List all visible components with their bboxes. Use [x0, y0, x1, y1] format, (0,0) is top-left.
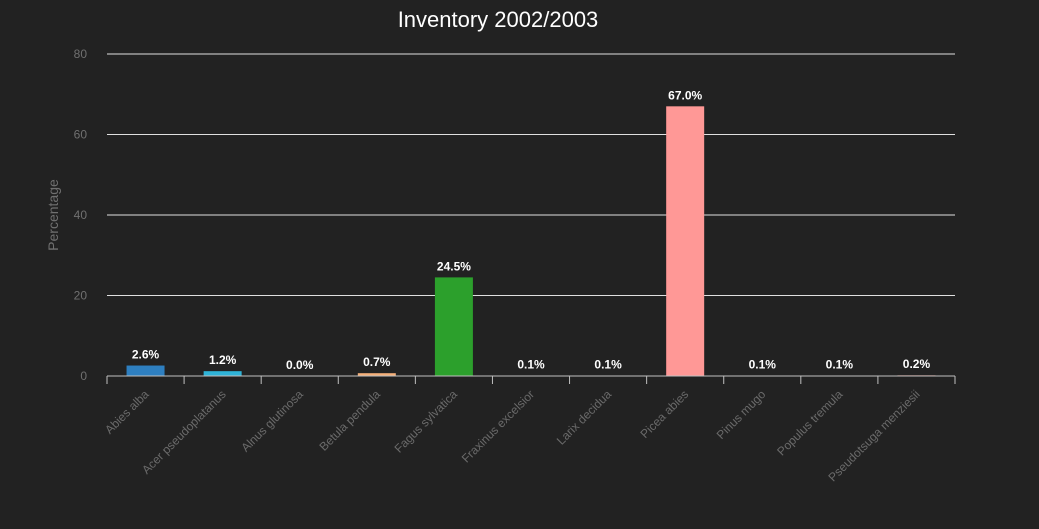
data-label: 1.2%: [209, 353, 237, 367]
y-axis-ticks: 0 20 40 60 80: [74, 47, 88, 383]
x-tick-label: Acer pseudoplatanus: [139, 387, 229, 477]
data-label: 0.7%: [363, 355, 391, 369]
data-label: 0.1%: [517, 358, 545, 372]
data-label: 0.1%: [594, 358, 622, 372]
chart-title: Inventory 2002/2003: [398, 7, 599, 32]
data-labels: 2.6% 1.2% 0.0% 0.7% 24.5% 0.1% 0.1% 67.0% 0.1% 0.…: [132, 88, 931, 372]
bars: [126, 106, 936, 376]
bar[interactable]: [434, 277, 473, 376]
data-label: 0.0%: [286, 358, 314, 372]
x-tick-label: Fraxinus excelsior: [459, 387, 537, 465]
gridlines: [107, 53, 955, 296]
data-label: 0.1%: [826, 358, 854, 372]
bar[interactable]: [203, 371, 242, 376]
y-tick-label: 20: [74, 289, 88, 303]
data-label: 0.2%: [903, 357, 931, 371]
bar[interactable]: [666, 106, 705, 376]
x-axis: [106, 375, 956, 384]
bar[interactable]: [357, 373, 396, 376]
y-tick-label: 60: [74, 128, 88, 142]
x-tick-label: Alnus glutinosa: [238, 387, 306, 455]
y-tick-label: 80: [74, 47, 88, 61]
y-tick-label: 40: [74, 208, 88, 222]
data-label: 67.0%: [668, 88, 702, 102]
y-tick-label: 0: [80, 369, 87, 383]
x-tick-label: Fagus sylvatica: [392, 387, 461, 456]
x-tick-label: Betula pendula: [316, 387, 383, 454]
data-label: 2.6%: [132, 348, 160, 362]
x-tick-label: Abies alba: [102, 387, 152, 437]
data-label: 24.5%: [437, 259, 471, 273]
y-axis-label: Percentage: [45, 179, 61, 251]
x-tick-label: Larix decidua: [554, 387, 615, 448]
x-tick-label: Populus tremula: [774, 387, 845, 458]
bar[interactable]: [126, 365, 165, 376]
x-tick-label: Pinus mugo: [714, 387, 769, 442]
x-tick-label: Picea abies: [638, 387, 692, 441]
data-label: 0.1%: [749, 358, 777, 372]
